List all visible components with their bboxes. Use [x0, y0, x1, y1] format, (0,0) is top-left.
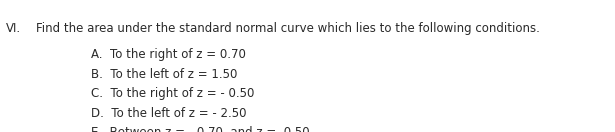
Text: A.  To the right of z = 0.70: A. To the right of z = 0.70: [91, 48, 246, 61]
Text: D.  To the left of z = - 2.50: D. To the left of z = - 2.50: [91, 107, 247, 120]
Text: E.  Between z = - 0.70  and z =  0.50: E. Between z = - 0.70 and z = 0.50: [91, 126, 309, 132]
Text: Find the area under the standard normal curve which lies to the following condit: Find the area under the standard normal …: [36, 22, 539, 35]
Text: C.  To the right of z = - 0.50: C. To the right of z = - 0.50: [91, 87, 255, 100]
Text: B.  To the left of z = 1.50: B. To the left of z = 1.50: [91, 68, 237, 81]
Text: VI.: VI.: [6, 22, 22, 35]
